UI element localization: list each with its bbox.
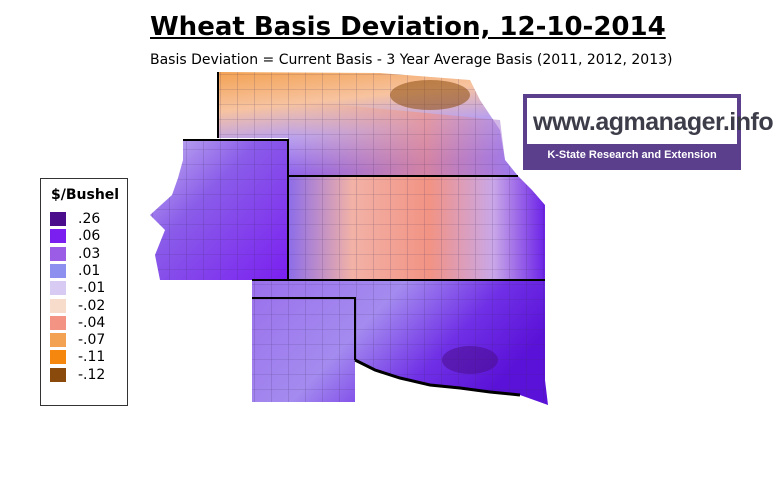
legend-label: -.12: [78, 366, 106, 383]
legend-label: -.01: [78, 280, 106, 297]
legend-label: -.07: [78, 332, 106, 349]
legend-swatch: [50, 229, 66, 244]
logo-tagline: K-State Research and Extension: [527, 144, 737, 166]
legend-swatch: [50, 350, 66, 365]
hotspot: [442, 346, 498, 374]
legend-label: -.04: [78, 314, 106, 331]
hotspot: [390, 80, 470, 110]
logo-url: www.agmanager.info: [533, 108, 774, 136]
legend-swatch: [50, 246, 66, 261]
logo[interactable]: www.agmanager.info K-State Research and …: [523, 94, 774, 170]
legend-title: $/Bushel: [51, 187, 120, 203]
legend-swatch: [50, 298, 66, 313]
legend-label: -.02: [78, 297, 106, 314]
legend-label: -.11: [78, 349, 106, 366]
legend-swatch: [50, 212, 66, 226]
subtitle: Basis Deviation = Current Basis - 3 Year…: [150, 52, 673, 68]
legend-swatch: [50, 281, 66, 296]
legend-swatch: [50, 315, 66, 330]
county-grid: [150, 72, 548, 405]
legend-label: .26: [78, 211, 101, 227]
legend-swatch: [50, 333, 66, 348]
legend-label: .01: [78, 262, 101, 279]
legend: $/Bushel .26.06.03.01 -.01 -.02 -.04 -.07 -.1…: [40, 178, 128, 406]
states: [150, 72, 548, 405]
legend-label: .03: [78, 245, 101, 262]
legend-swatch: [50, 263, 66, 278]
state-borders: [183, 72, 545, 397]
legend-label: .06: [78, 228, 101, 245]
title: Wheat Basis Deviation, 12-10-2014: [150, 12, 666, 42]
legend-swatch: [50, 367, 66, 382]
